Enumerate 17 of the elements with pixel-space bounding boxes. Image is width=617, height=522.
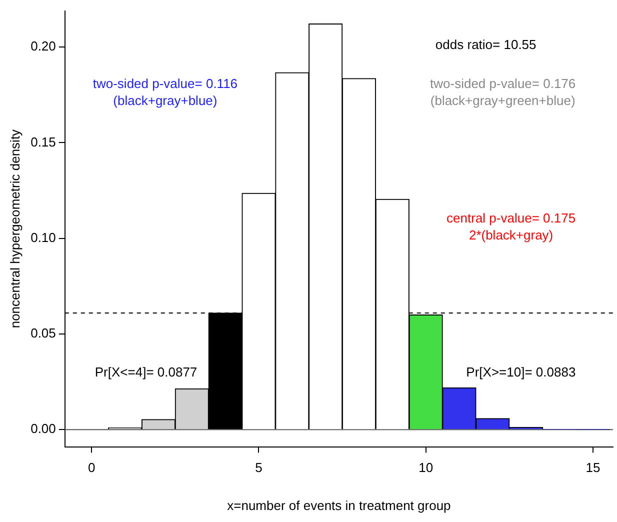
y-tick-label: 0.05: [30, 326, 56, 341]
annotation: odds ratio= 10.55: [435, 36, 536, 52]
y-tick-label: 0.20: [30, 38, 56, 54]
annotation: two-sided p-value= 0.176 (black+gray+green+blue): [430, 76, 576, 108]
x-tick-label: 10: [418, 460, 434, 476]
y-tick-label: 0.15: [30, 134, 56, 150]
x-axis-title: x=number of events in treatment group: [227, 498, 451, 513]
x-tick-label: 5: [255, 460, 262, 476]
annotation: Pr[X<=4]= 0.0877: [94, 364, 198, 380]
annotation: central p-value= 0.175 2*(black+gray): [446, 210, 576, 243]
y-tick-label: 0.10: [30, 230, 56, 245]
annotation: two-sided p-value= 0.116 (black+gray+blue): [92, 76, 238, 108]
x-tick-label: 15: [586, 460, 600, 476]
y-axis-title: noncentral hypergeometric density: [7, 128, 22, 328]
x-tick-label: 0: [88, 460, 96, 476]
annotation: Pr[X>=10]= 0.0883: [466, 364, 576, 380]
y-tick-label: 0.00: [30, 421, 56, 436]
